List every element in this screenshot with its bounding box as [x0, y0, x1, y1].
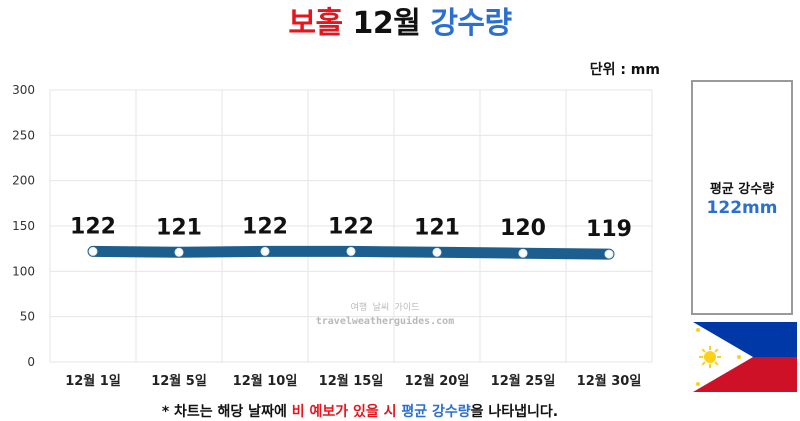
x-tick-label: 12월 20일	[405, 373, 470, 389]
data-label: 122	[242, 214, 288, 239]
data-point	[432, 247, 442, 257]
footnote-prefix: * 차트는 해당 날짜에	[161, 404, 292, 420]
data-label: 122	[70, 214, 116, 239]
x-tick-label: 12월 25일	[491, 373, 556, 389]
footnote-average-precip: 평균 강수량	[401, 404, 471, 420]
footnote-rain-forecast: 비 예보가 있을 시	[291, 404, 397, 420]
x-tick-label: 12월 1일	[65, 373, 121, 389]
data-point	[260, 246, 270, 256]
data-point	[604, 249, 614, 259]
series-points	[88, 246, 614, 259]
y-tick-label: 50	[20, 310, 35, 324]
average-value: 122mm	[706, 198, 778, 218]
watermark-korean: 여행 날씨 가이드	[350, 303, 420, 313]
footnote: * 차트는 해당 날짜에 비 예보가 있을 시 평균 강수량을 나타냅니다.	[0, 401, 720, 421]
x-tick-label: 12월 15일	[319, 373, 384, 389]
footnote-suffix: 을 나타냅니다.	[470, 404, 559, 420]
title-month: 12월	[352, 6, 421, 41]
chart-grid	[49, 89, 653, 363]
watermark-url: travelweatherguides.com	[315, 316, 455, 327]
flag-star-icons	[696, 328, 741, 386]
x-tick-label: 12월 10일	[233, 373, 298, 389]
philippines-flag-icon	[693, 322, 797, 392]
data-point	[346, 246, 356, 256]
flag-sun-icon	[699, 346, 721, 368]
data-labels: 122 121 122 122 121 120 119	[70, 214, 632, 242]
y-tick-label: 100	[12, 264, 35, 278]
x-tick-label: 12월 30일	[577, 373, 642, 389]
title-metric: 강수량	[430, 6, 512, 41]
chart-title: 보홀 12월 강수량	[0, 4, 800, 44]
data-point	[88, 246, 98, 256]
y-tick-label: 0	[27, 355, 35, 369]
data-label: 119	[586, 217, 632, 242]
y-axis-ticks: 0 50 100 150 200 250 300	[12, 83, 35, 369]
y-tick-label: 200	[12, 174, 35, 188]
x-axis-ticks: 12월 1일 12월 5일 12월 10일 12월 15일 12월 20일 12월 25일…	[65, 373, 641, 389]
x-tick-label: 12월 5일	[151, 373, 207, 389]
average-label: 평균 강수량	[709, 182, 775, 197]
data-label: 121	[156, 215, 202, 240]
data-point	[518, 248, 528, 258]
data-label: 120	[500, 216, 546, 241]
title-location: 보홀	[288, 6, 343, 41]
sun-ray	[701, 348, 706, 353]
y-tick-label: 150	[12, 219, 35, 233]
sun-ray	[701, 361, 706, 366]
y-tick-label: 300	[12, 83, 35, 97]
data-label: 121	[414, 215, 460, 240]
unit-label: 단위 : mm	[589, 62, 660, 78]
watermark: 여행 날씨 가이드 travelweatherguides.com	[300, 302, 470, 328]
average-box: 평균 강수량 122mm	[691, 80, 793, 315]
y-tick-label: 250	[12, 128, 35, 142]
sun-ray	[714, 361, 719, 366]
flag-white-triangle	[693, 322, 753, 392]
data-point	[174, 247, 184, 257]
sun-ray	[714, 348, 719, 353]
data-label: 122	[328, 214, 374, 239]
